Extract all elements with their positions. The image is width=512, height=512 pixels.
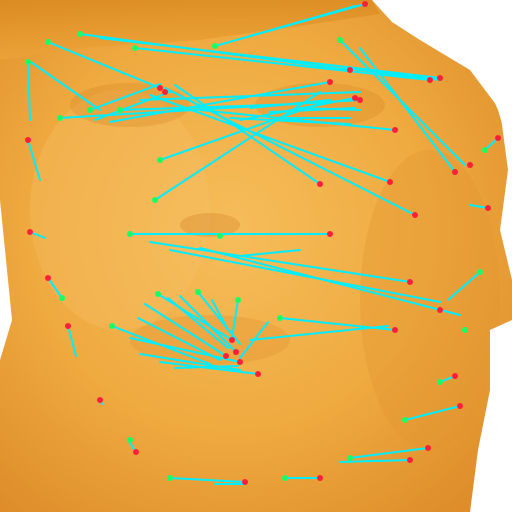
forehead-shadow	[0, 0, 380, 60]
correspondence-lines	[27, 3, 499, 485]
landmark-points-green	[25, 31, 488, 481]
nose-shade	[180, 213, 240, 237]
left-eye-shade	[70, 83, 190, 127]
landmark-points-red	[25, 1, 501, 485]
background-lower-right	[470, 320, 512, 512]
background-upper-right	[390, 0, 512, 250]
left-cheek-shade	[30, 90, 210, 330]
lip-shade	[130, 315, 290, 365]
